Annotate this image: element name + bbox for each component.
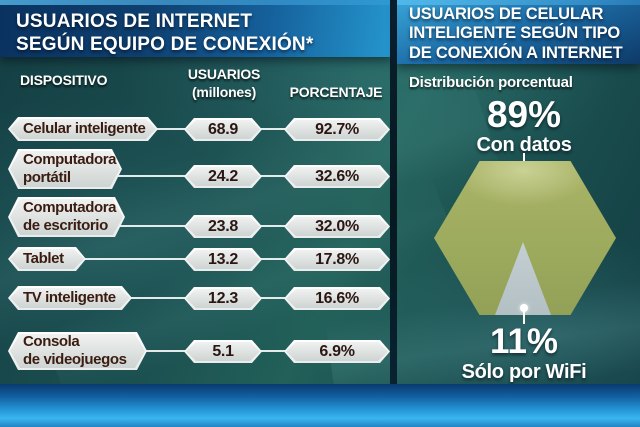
pointer-dot-bottom bbox=[520, 304, 528, 312]
left-title-line1: USUARIOS DE INTERNET bbox=[16, 11, 253, 32]
device-label-text: de escritorio bbox=[23, 217, 108, 234]
device-label-computadora-escritorio: Computadora de escritorio bbox=[8, 197, 125, 237]
device-label-text: Consola bbox=[23, 333, 80, 350]
users-value: 23.8 bbox=[184, 215, 262, 238]
right-panel-title: USUARIOS DE CELULAR INTELIGENTE SEGÚN TI… bbox=[397, 0, 640, 63]
device-label-text: portátil bbox=[23, 169, 71, 186]
left-title-line2: SEGÚN EQUIPO DE CONEXIÓN* bbox=[16, 34, 314, 56]
stat-solo-wifi: 11% Sólo por WiFi bbox=[417, 324, 631, 384]
device-label-tv-inteligente: TV inteligente bbox=[8, 286, 132, 310]
pointer-line-top bbox=[523, 153, 525, 166]
stat-solo-wifi-label: Sólo por WiFi bbox=[461, 361, 587, 383]
right-title-line2: INTELIGENTE SEGÚN TIPO bbox=[409, 24, 621, 43]
percentage-value: 92.7% bbox=[284, 118, 390, 141]
column-header-users-line1: USUARIOS bbox=[187, 66, 261, 82]
right-title-line1: USUARIOS DE CELULAR bbox=[409, 5, 604, 23]
device-label-text: Tablet bbox=[23, 250, 64, 267]
users-value: 13.2 bbox=[184, 248, 262, 271]
stat-con-datos-value: 89% bbox=[486, 94, 562, 135]
right-title-line3: DE CONEXIÓN A INTERNET bbox=[409, 43, 623, 62]
distribution-subtitle: Distribución porcentual bbox=[409, 74, 573, 91]
right-panel-header: USUARIOS DE CELULAR INTELIGENTE SEGÚN TI… bbox=[397, 0, 640, 64]
left-panel-title: USUARIOS DE INTERNET SEGÚN EQUIPO DE CON… bbox=[0, 0, 391, 56]
device-label-text: TV inteligente bbox=[23, 289, 116, 306]
device-label-celular-inteligente: Celular inteligente bbox=[8, 117, 158, 141]
device-label-computadora-portatil: Computadora portátil bbox=[8, 149, 122, 189]
percentage-value: 6.9% bbox=[284, 340, 390, 363]
users-value: 5.1 bbox=[184, 340, 262, 363]
users-value: 68.9 bbox=[184, 118, 262, 141]
stat-con-datos-label: Con datos bbox=[476, 134, 572, 156]
bottom-blue-band bbox=[0, 384, 640, 427]
left-panel-header: USUARIOS DE INTERNET SEGÚN EQUIPO DE CON… bbox=[0, 0, 391, 57]
device-label-text: Computadora bbox=[23, 151, 117, 168]
device-label-text: de videojuegos bbox=[23, 351, 127, 368]
percentage-value: 32.6% bbox=[284, 165, 390, 188]
users-value: 12.3 bbox=[184, 287, 262, 310]
device-label-tablet: Tablet bbox=[8, 247, 86, 271]
device-label-text: Celular inteligente bbox=[23, 120, 146, 137]
stat-con-datos: 89% Con datos bbox=[417, 96, 631, 157]
column-header-users-line2: (millones) bbox=[191, 83, 257, 100]
device-label-consola-videojuegos: Consola de videojuegos bbox=[8, 332, 147, 370]
device-label-text: Computadora bbox=[23, 199, 117, 216]
stat-solo-wifi-value: 11% bbox=[489, 322, 559, 361]
column-header-percentage: PORCENTAJE bbox=[289, 84, 383, 100]
pointer-line-bottom bbox=[523, 311, 525, 324]
percentage-value: 17.8% bbox=[284, 248, 390, 271]
panel-divider bbox=[390, 0, 397, 427]
column-header-device: DISPOSITIVO bbox=[20, 72, 108, 88]
percentage-value: 32.0% bbox=[284, 215, 390, 238]
hexagon-distribution-chart bbox=[434, 161, 616, 315]
percentage-value: 16.6% bbox=[284, 287, 390, 310]
users-value: 24.2 bbox=[184, 165, 262, 188]
column-header-users: USUARIOS (millones) bbox=[168, 66, 280, 101]
